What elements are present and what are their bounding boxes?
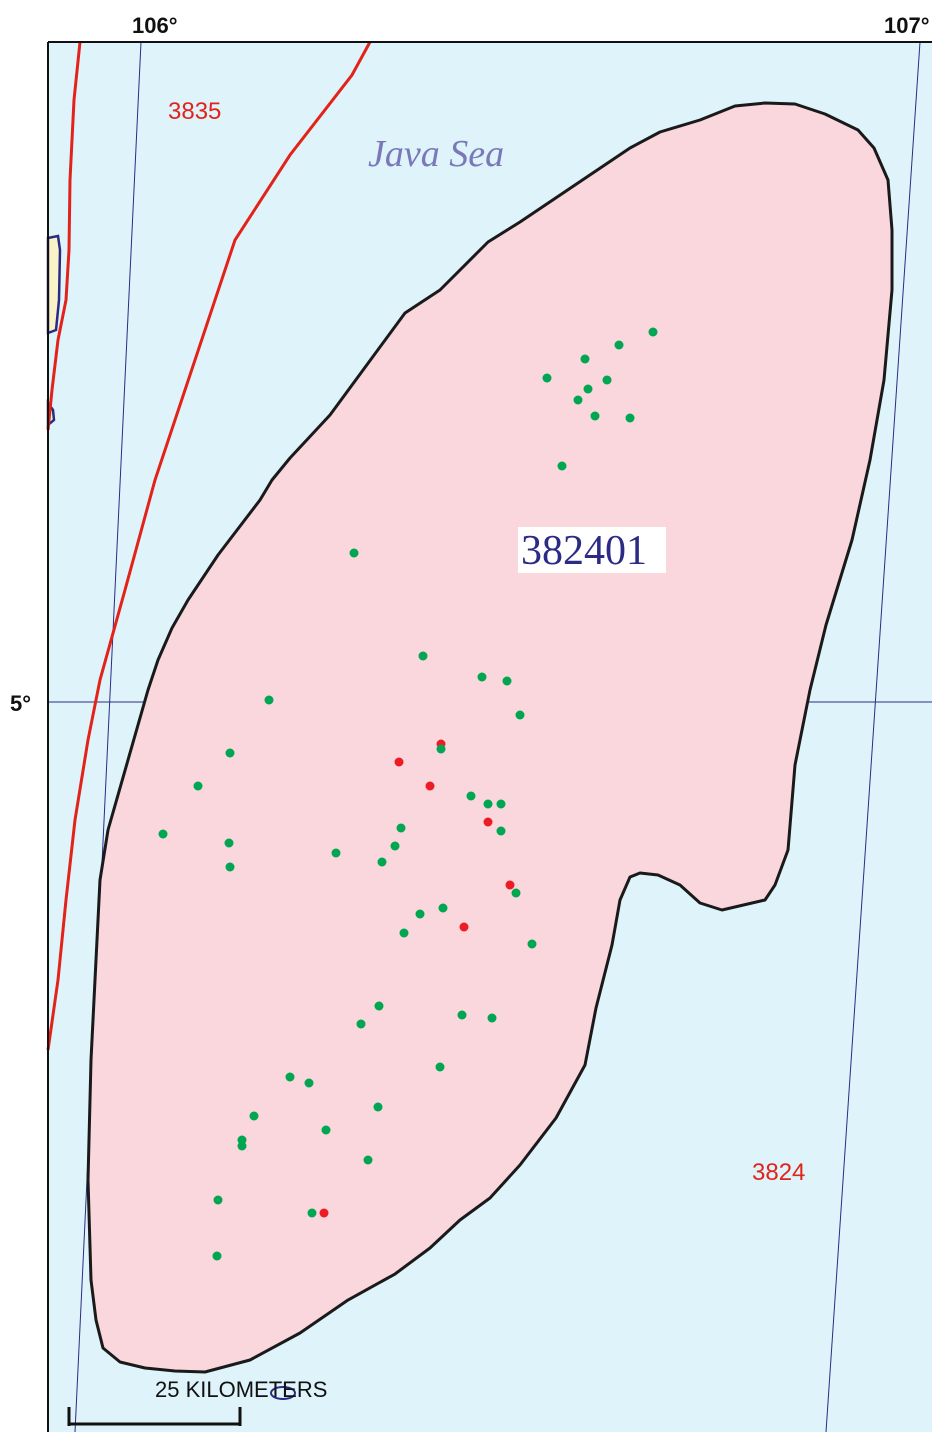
- meridian-107: [825, 41, 921, 1432]
- well-green-dot: [435, 1062, 445, 1072]
- well-green-dot: [457, 1010, 467, 1020]
- well-red-dot: [394, 757, 404, 767]
- well-green-dot: [483, 799, 493, 809]
- well-green-dot: [487, 1013, 497, 1023]
- well-green-dot: [396, 823, 406, 833]
- well-green-dot: [374, 1001, 384, 1011]
- well-red-dot: [319, 1208, 329, 1218]
- well-green-dot: [438, 903, 448, 913]
- province-boundary-inner: [46, 41, 372, 1051]
- well-green-dot: [436, 744, 446, 754]
- well-green-dot: [390, 841, 400, 851]
- well-green-dot: [573, 395, 583, 405]
- well-green-dot: [625, 413, 635, 423]
- well-green-dot: [212, 1251, 222, 1261]
- well-green-dot: [158, 829, 168, 839]
- longitude-label-106: 106°: [132, 13, 178, 38]
- well-green-dot: [614, 340, 624, 350]
- well-green-dot: [321, 1125, 331, 1135]
- well-green-dot: [363, 1155, 373, 1165]
- well-green-dot: [225, 862, 235, 872]
- well-green-dot: [193, 781, 203, 791]
- well-green-dot: [583, 384, 593, 394]
- water-body-label: Java Sea: [368, 133, 504, 175]
- assessment-unit-label: 382401: [521, 528, 647, 574]
- scale-bar: 25 KILOMETERS: [67, 1377, 327, 1426]
- well-red-dot: [505, 880, 515, 890]
- meridian-106: [74, 41, 142, 1432]
- well-green-dot: [399, 928, 409, 938]
- land-fragment: [46, 234, 62, 335]
- well-green-dot: [542, 373, 552, 383]
- well-green-dot: [496, 799, 506, 809]
- well-red-dot: [483, 817, 493, 827]
- well-green-dot: [557, 461, 567, 471]
- well-green-dot: [249, 1111, 259, 1121]
- well-green-dot: [237, 1141, 247, 1151]
- well-green-dot: [418, 651, 428, 661]
- latitude-label-5: 5°: [10, 691, 31, 716]
- well-green-dot: [224, 838, 234, 848]
- well-green-dot: [356, 1019, 366, 1029]
- well-green-dot: [511, 888, 521, 898]
- well-green-dot: [377, 857, 387, 867]
- well-green-dot: [477, 672, 487, 682]
- island-outline: [270, 1386, 296, 1400]
- well-points: [158, 327, 658, 1261]
- well-green-dot: [580, 354, 590, 364]
- well-green-dot: [515, 710, 525, 720]
- well-green-dot: [373, 1102, 383, 1112]
- well-green-dot: [331, 848, 341, 858]
- well-green-dot: [590, 411, 600, 421]
- well-green-dot: [213, 1195, 223, 1205]
- well-green-dot: [502, 676, 512, 686]
- well-green-dot: [307, 1208, 317, 1218]
- longitude-label-107: 107°: [884, 13, 930, 38]
- well-green-dot: [225, 748, 235, 758]
- well-green-dot: [496, 826, 506, 836]
- province-label-3835: 3835: [168, 98, 221, 125]
- province-label-3824: 3824: [752, 1159, 805, 1186]
- well-green-dot: [415, 909, 425, 919]
- well-green-dot: [466, 791, 476, 801]
- well-green-dot: [304, 1078, 314, 1088]
- well-green-dot: [264, 695, 274, 705]
- well-green-dot: [349, 548, 359, 558]
- well-green-dot: [285, 1072, 295, 1082]
- well-green-dot: [527, 939, 537, 949]
- assessment-unit-polygon: [86, 101, 894, 1374]
- well-red-dot: [459, 922, 469, 932]
- well-green-dot: [648, 327, 658, 337]
- assessment-unit-label-background: [518, 527, 666, 573]
- well-green-dot: [602, 375, 612, 385]
- province-boundary-outer: [46, 41, 82, 431]
- well-red-dot: [425, 781, 435, 791]
- scale-bar-label: 25 KILOMETERS: [155, 1377, 327, 1402]
